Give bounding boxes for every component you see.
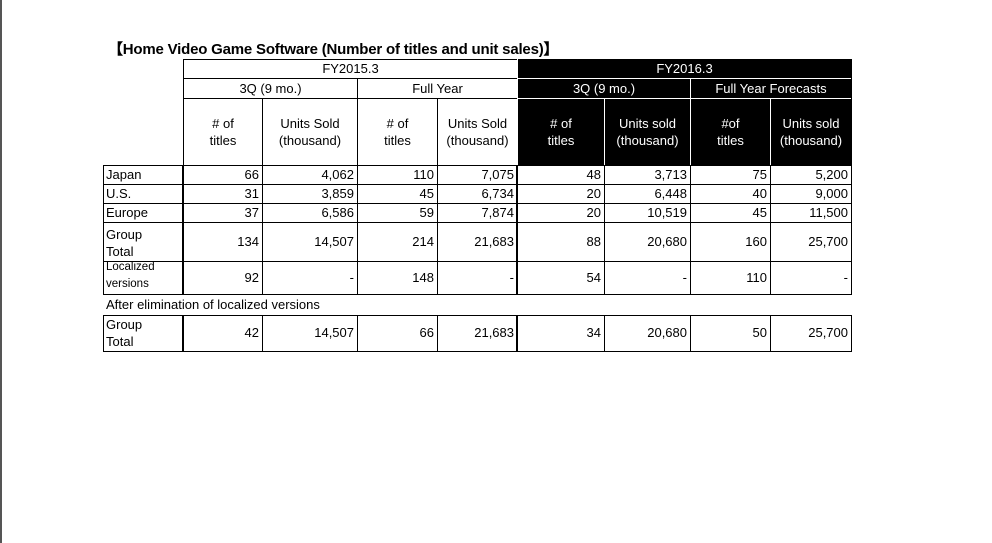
header-fy2016: FY2016.3 [517, 59, 851, 78]
table-cell: 48 [517, 165, 604, 184]
header-curr-forecast: Full Year Forecasts [690, 78, 851, 98]
column-header-8: Units sold (thousand) [770, 98, 851, 165]
row-label-1: Japan [103, 165, 183, 184]
body-bottom-border [103, 294, 852, 295]
table-cell: 54 [517, 261, 604, 294]
table-cell: 110 [690, 261, 770, 294]
column-header-7: #of titles [690, 98, 770, 165]
table-cell: 160 [690, 222, 770, 261]
table-cell: 10,519 [604, 203, 690, 222]
after-bottom-border [103, 351, 852, 352]
row-label-5: Localized versions [103, 261, 183, 294]
table-cell: 20 [517, 203, 604, 222]
table-cell: 5,200 [770, 165, 851, 184]
after-table-cell: 25,700 [770, 315, 851, 351]
after-table-cell: 34 [517, 315, 604, 351]
table-cell: 148 [357, 261, 437, 294]
table-cell: 7,874 [437, 203, 517, 222]
body-top-border [103, 165, 852, 166]
after-table-cell: 42 [183, 315, 262, 351]
grid-line [103, 184, 852, 185]
grid-line [103, 222, 852, 223]
column-header-5: # of titles [517, 98, 604, 165]
column-header-3: # of titles [357, 98, 437, 165]
row-label-4: Group Total [103, 222, 183, 261]
table-cell: 66 [183, 165, 262, 184]
table-cell: 40 [690, 184, 770, 203]
table-cell: 88 [517, 222, 604, 261]
grid-line [103, 261, 852, 262]
table-cell: 75 [690, 165, 770, 184]
group-separator [517, 165, 518, 294]
table-cell: 37 [183, 203, 262, 222]
table-cell: 9,000 [770, 184, 851, 203]
table-cell: 6,448 [604, 184, 690, 203]
table-cell: 14,507 [262, 222, 357, 261]
column-header-4: Units Sold (thousand) [437, 98, 517, 165]
column-header-1: # of titles [183, 98, 262, 165]
table-title: 【Home Video Game Software (Number of tit… [108, 41, 559, 58]
window-left-edge [0, 0, 2, 543]
after-table-cell: 21,683 [437, 315, 517, 351]
table-cell: - [437, 261, 517, 294]
table-cell: 59 [357, 203, 437, 222]
table-cell: 214 [357, 222, 437, 261]
header-prev-3q: 3Q (9 mo.) [183, 78, 357, 98]
group-separator [516, 165, 517, 294]
table-cell: 6,734 [437, 184, 517, 203]
table-cell: 3,859 [262, 184, 357, 203]
after-table-cell: 20,680 [604, 315, 690, 351]
grid-line [103, 203, 852, 204]
table-cell: 134 [183, 222, 262, 261]
table-cell: - [262, 261, 357, 294]
table-cell: - [770, 261, 851, 294]
header-curr-3q: 3Q (9 mo.) [517, 78, 690, 98]
table-cell: 4,062 [262, 165, 357, 184]
table-cell: 11,500 [770, 203, 851, 222]
table-cell: 20 [517, 184, 604, 203]
row-label-3: Europe [103, 203, 183, 222]
table-cell: 25,700 [770, 222, 851, 261]
table-cell: 45 [690, 203, 770, 222]
header-left-border [183, 59, 184, 165]
table-cell: 6,586 [262, 203, 357, 222]
table-cell: 110 [357, 165, 437, 184]
table-cell: - [604, 261, 690, 294]
after-table-cell: 14,507 [262, 315, 357, 351]
table-cell: 31 [183, 184, 262, 203]
group-separator [517, 315, 518, 351]
after-table-cell: 66 [357, 315, 437, 351]
table-cell: 92 [183, 261, 262, 294]
table-cell: 7,075 [437, 165, 517, 184]
table-cell: 21,683 [437, 222, 517, 261]
group-separator [516, 315, 517, 351]
column-header-2: Units Sold (thousand) [262, 98, 357, 165]
after-table-cell: 50 [690, 315, 770, 351]
after-elimination-note: After elimination of localized versions [106, 297, 320, 312]
header-fy2015: FY2015.3 [183, 59, 517, 78]
group-separator [690, 165, 691, 294]
row-label-2: U.S. [103, 184, 183, 203]
table-cell: 3,713 [604, 165, 690, 184]
after-right-border [851, 315, 852, 351]
after-top-border [103, 315, 852, 316]
column-header-6: Units sold (thousand) [604, 98, 690, 165]
table-cell: 20,680 [604, 222, 690, 261]
body-right-border [851, 165, 852, 294]
header-prev-full-year: Full Year [357, 78, 517, 98]
table-cell: 45 [357, 184, 437, 203]
after-row-label: Group Total [103, 315, 183, 351]
header-right-border [851, 59, 852, 165]
